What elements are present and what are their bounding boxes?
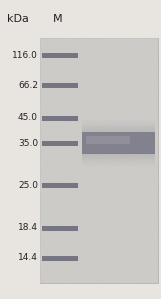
Bar — [82, 122, 155, 164]
Text: 14.4: 14.4 — [18, 254, 38, 263]
Bar — [42, 141, 78, 146]
Text: M: M — [53, 14, 63, 24]
Text: 116.0: 116.0 — [12, 51, 38, 60]
Bar — [82, 119, 155, 167]
Text: 18.4: 18.4 — [18, 223, 38, 233]
Bar — [82, 131, 155, 155]
Bar — [82, 123, 155, 162]
Bar — [40, 38, 158, 283]
Bar — [82, 118, 155, 168]
Text: 25.0: 25.0 — [18, 181, 38, 190]
Bar — [82, 132, 155, 154]
Bar — [42, 225, 78, 231]
Bar — [82, 126, 155, 160]
Bar — [82, 121, 155, 165]
Bar — [82, 120, 155, 166]
Bar — [42, 115, 78, 120]
Text: 45.0: 45.0 — [18, 114, 38, 123]
Bar — [42, 53, 78, 57]
Text: kDa: kDa — [7, 14, 29, 24]
Bar — [42, 182, 78, 187]
Bar — [82, 127, 155, 159]
Text: 66.2: 66.2 — [18, 80, 38, 89]
Bar — [42, 256, 78, 260]
Bar — [82, 129, 155, 156]
Text: 35.0: 35.0 — [18, 138, 38, 147]
Bar — [42, 83, 78, 88]
Bar — [86, 136, 130, 144]
Bar — [82, 128, 155, 158]
Bar — [82, 125, 155, 161]
